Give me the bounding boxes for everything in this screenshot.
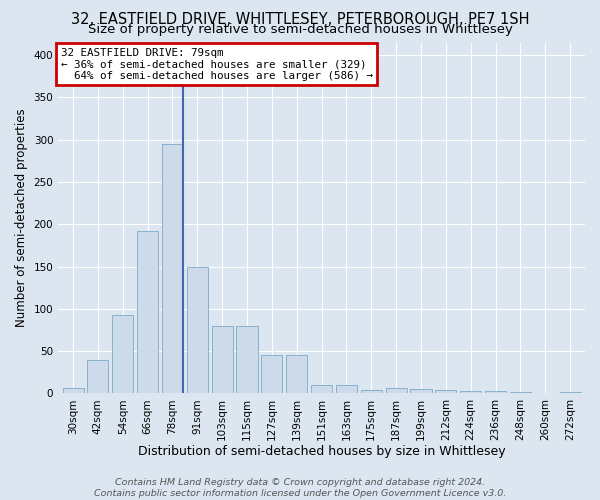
Bar bbox=[460, 391, 481, 394]
Text: Size of property relative to semi-detached houses in Whittlesey: Size of property relative to semi-detach… bbox=[88, 22, 512, 36]
Bar bbox=[361, 390, 382, 394]
Bar bbox=[212, 326, 233, 394]
Bar bbox=[386, 388, 407, 394]
X-axis label: Distribution of semi-detached houses by size in Whittlesey: Distribution of semi-detached houses by … bbox=[138, 444, 505, 458]
Text: 32 EASTFIELD DRIVE: 79sqm
← 36% of semi-detached houses are smaller (329)
  64% : 32 EASTFIELD DRIVE: 79sqm ← 36% of semi-… bbox=[61, 48, 373, 81]
Bar bbox=[435, 390, 457, 394]
Bar bbox=[62, 388, 83, 394]
Bar bbox=[162, 144, 183, 394]
Bar bbox=[88, 360, 109, 394]
Bar bbox=[560, 392, 581, 394]
Y-axis label: Number of semi-detached properties: Number of semi-detached properties bbox=[15, 108, 28, 327]
Bar bbox=[410, 389, 431, 394]
Bar bbox=[112, 314, 133, 394]
Bar bbox=[311, 385, 332, 394]
Bar bbox=[485, 391, 506, 394]
Bar bbox=[510, 392, 531, 394]
Text: 32, EASTFIELD DRIVE, WHITTLESEY, PETERBOROUGH, PE7 1SH: 32, EASTFIELD DRIVE, WHITTLESEY, PETERBO… bbox=[71, 12, 529, 28]
Bar bbox=[187, 266, 208, 394]
Bar bbox=[137, 231, 158, 394]
Bar bbox=[262, 356, 283, 394]
Text: Contains HM Land Registry data © Crown copyright and database right 2024.
Contai: Contains HM Land Registry data © Crown c… bbox=[94, 478, 506, 498]
Bar bbox=[336, 385, 357, 394]
Bar bbox=[236, 326, 257, 394]
Bar bbox=[286, 356, 307, 394]
